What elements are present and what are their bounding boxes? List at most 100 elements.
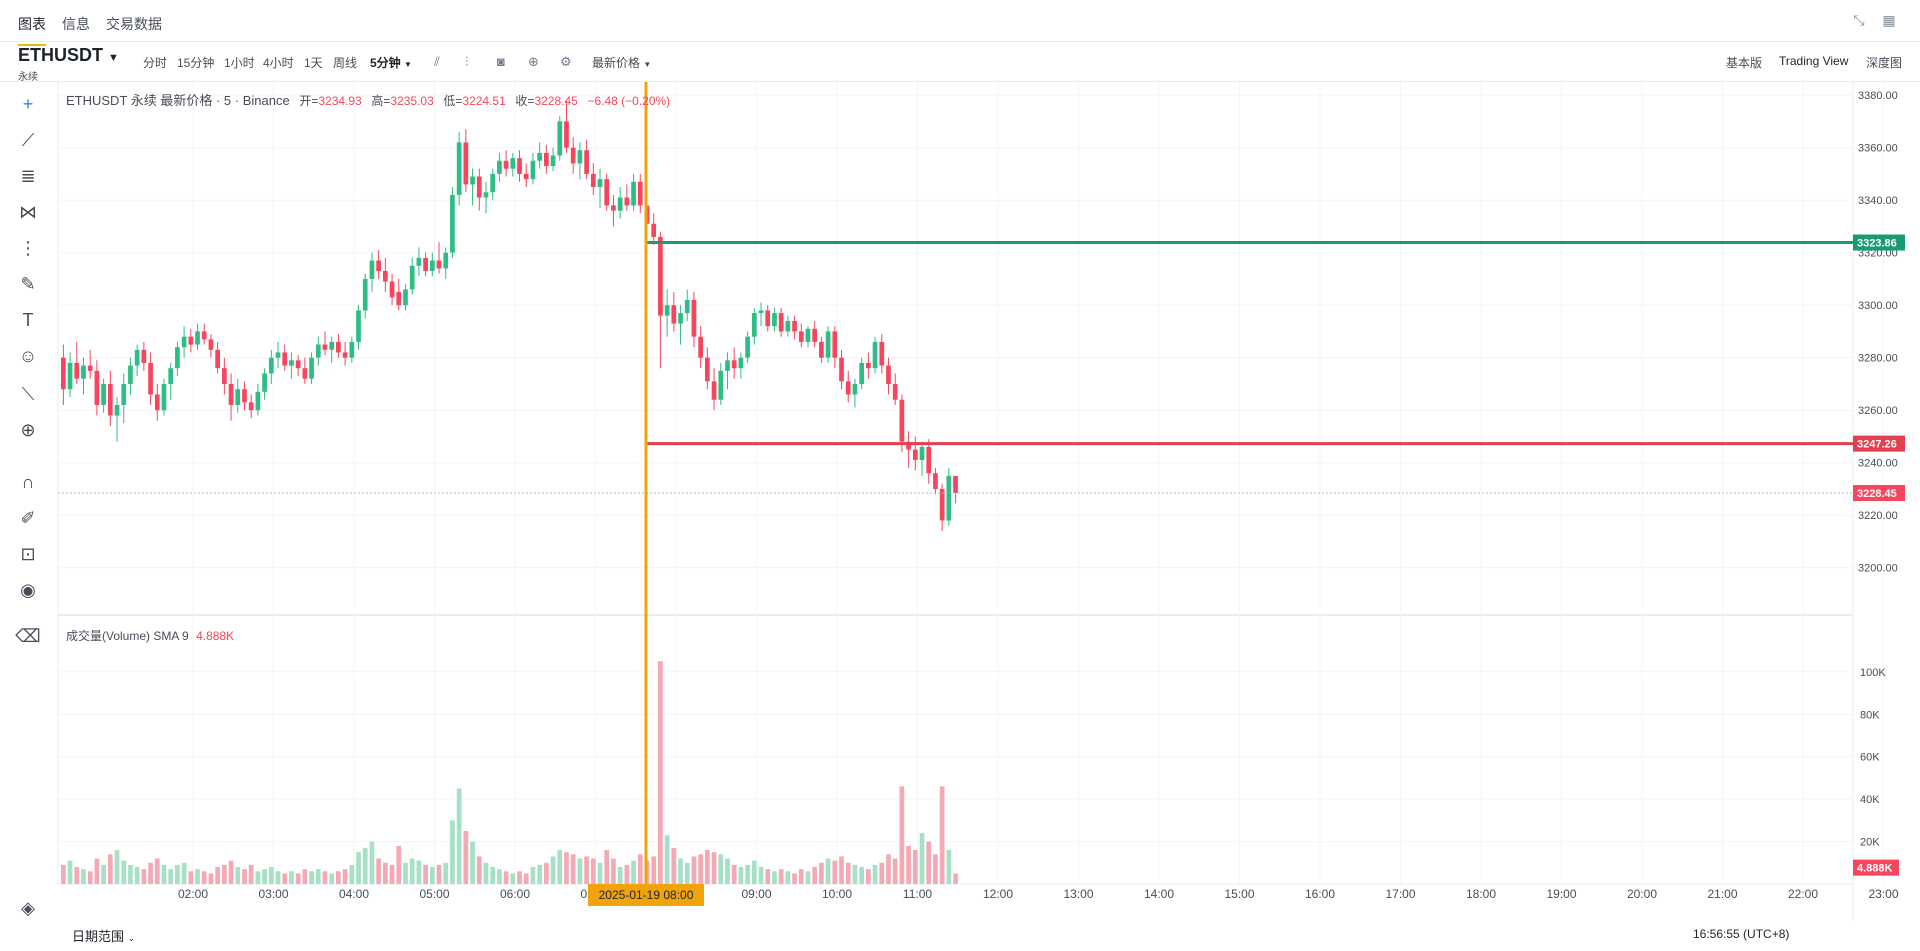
candle-body xyxy=(362,278,368,311)
candle-body xyxy=(416,257,422,266)
interval-5m[interactable]: 5分钟 ▼ xyxy=(370,54,412,71)
price-type-label: 最新价格 xyxy=(592,56,641,70)
volume-bar xyxy=(584,856,589,884)
candle-body xyxy=(436,260,442,269)
interval-15m[interactable]: 15分钟 xyxy=(177,56,215,70)
volume-bar xyxy=(336,871,341,884)
candle-body xyxy=(309,357,314,379)
text-icon[interactable]: T xyxy=(22,310,34,330)
volume-bar xyxy=(181,862,187,884)
candle-body xyxy=(476,176,482,198)
x-tick-label: 04:00 xyxy=(339,887,369,901)
candle-body xyxy=(369,260,375,279)
volume-bar xyxy=(590,858,596,884)
candle-body xyxy=(195,331,200,345)
candle-body xyxy=(208,339,214,350)
fib-icon[interactable]: ⋮ xyxy=(19,238,37,258)
candle-body xyxy=(423,257,428,272)
candle-body xyxy=(74,362,80,379)
interval-timeline[interactable]: 分时 xyxy=(143,56,168,70)
candle-body xyxy=(839,357,844,382)
view-basic[interactable]: 基本版 xyxy=(1726,56,1763,70)
trash-icon[interactable]: ⌫ xyxy=(15,626,41,646)
horizontal-lines-icon[interactable]: ≣ xyxy=(20,166,36,186)
y-tick-label: 3380.00 xyxy=(1858,90,1898,102)
trend-line-icon[interactable]: ⟋ xyxy=(21,130,35,150)
tab-trading-data[interactable]: 交易数据 xyxy=(106,16,162,32)
candle-body xyxy=(248,402,254,411)
interval-1d[interactable]: 1天 xyxy=(304,56,323,70)
gear-icon[interactable]: ⚙ xyxy=(560,54,572,69)
magnet-icon[interactable]: ∩ xyxy=(21,472,35,492)
candle-type-icon[interactable]: ⫶ xyxy=(465,54,469,69)
eye-icon[interactable]: ◉ xyxy=(20,580,36,600)
view-depth[interactable]: 深度图 xyxy=(1866,56,1903,70)
chevron-down-icon: ⌄ xyxy=(127,933,136,943)
legend-low: 3224.51 xyxy=(462,94,506,108)
collapse-icon[interactable]: ⤡ xyxy=(1853,12,1865,28)
candle-body xyxy=(584,150,589,174)
tab-info[interactable]: 信息 xyxy=(62,16,90,32)
chart-canvas[interactable]: 02:0003:0004:0005:0006:0007:0008:0009:00… xyxy=(0,0,1920,922)
price-type-select[interactable]: 最新价格 ▼ xyxy=(592,54,651,71)
candle-body xyxy=(396,292,402,306)
lock-icon[interactable]: ⊡ xyxy=(20,544,36,564)
layout-grid-icon[interactable]: ▦ xyxy=(1882,12,1896,28)
volume-bar xyxy=(429,867,435,884)
pattern-icon[interactable]: ⋈ xyxy=(19,202,37,222)
interval-week[interactable]: 周线 xyxy=(333,56,358,70)
volume-bar xyxy=(698,854,703,884)
ruler-icon[interactable]: ⟍ xyxy=(21,384,35,404)
x-tick-label: 03:00 xyxy=(258,887,288,901)
vol-tick-label: 40K xyxy=(1860,794,1880,806)
zoom-icon[interactable]: ⊕ xyxy=(20,420,36,440)
candle-body xyxy=(161,383,167,411)
add-icon[interactable]: ⊕ xyxy=(528,54,539,69)
volume-bar xyxy=(175,864,180,884)
volume-bar xyxy=(242,869,247,884)
crosshair-icon[interactable]: + xyxy=(22,94,34,114)
volume-bar xyxy=(886,854,891,884)
interval-5m-label: 5分钟 xyxy=(370,56,401,70)
candle-body xyxy=(798,331,804,342)
volume-bar xyxy=(436,864,442,884)
candle-body xyxy=(235,389,241,405)
volume-bar xyxy=(758,867,764,884)
candle-body xyxy=(577,150,583,164)
interval-1h[interactable]: 1小时 xyxy=(224,56,255,70)
layers-icon[interactable]: ◈ xyxy=(21,898,35,918)
candle-body xyxy=(228,383,234,405)
brush-icon[interactable]: ✎ xyxy=(20,274,36,294)
volume-bar xyxy=(161,864,167,884)
volume-bar xyxy=(235,867,241,884)
volume-bar xyxy=(684,862,690,884)
volume-bar xyxy=(503,871,509,884)
emoji-icon[interactable]: ☺ xyxy=(18,346,38,366)
symbol-selector[interactable]: ETHUSDT ▼ xyxy=(18,45,119,66)
lock-drawing-icon[interactable]: ✐ xyxy=(20,508,36,528)
candle-body xyxy=(866,362,871,369)
indicator-icon[interactable]: ⫽ xyxy=(434,54,440,69)
chevron-down-icon: ▼ xyxy=(643,60,652,69)
tab-chart[interactable]: 图表 xyxy=(18,16,46,46)
volume-bar xyxy=(718,854,724,884)
candle-body xyxy=(718,370,724,400)
interval-4h[interactable]: 4小时 xyxy=(263,56,294,70)
volume-bar xyxy=(544,862,549,884)
drawing-toolbar: + ⟋ ≣ ⋈ ⋮ ✎ T ☺ ⟍ ⊕ ∩ ✐ ⊡ ◉ ⌫ ◈ xyxy=(0,82,56,951)
volume-bar xyxy=(765,869,771,884)
top-tab-bar: 图表 信息 交易数据 ⤡ ▦ xyxy=(0,0,1920,46)
view-tradingview[interactable]: Trading View xyxy=(1779,54,1849,68)
legend-high-label: 高= xyxy=(371,94,391,108)
camera-icon[interactable]: ◙ xyxy=(497,54,505,69)
candle-body xyxy=(510,158,516,169)
candle-body xyxy=(544,152,549,167)
volume-bar xyxy=(798,869,804,884)
date-range-button[interactable]: 日期范围 ⌄ xyxy=(72,926,135,945)
volume-bar xyxy=(745,864,750,884)
x-tick-label: 23:00 xyxy=(1868,887,1898,901)
candle-body xyxy=(168,368,174,384)
candle-body xyxy=(745,336,750,358)
candle-body xyxy=(201,331,207,340)
volume-bar xyxy=(383,862,388,884)
